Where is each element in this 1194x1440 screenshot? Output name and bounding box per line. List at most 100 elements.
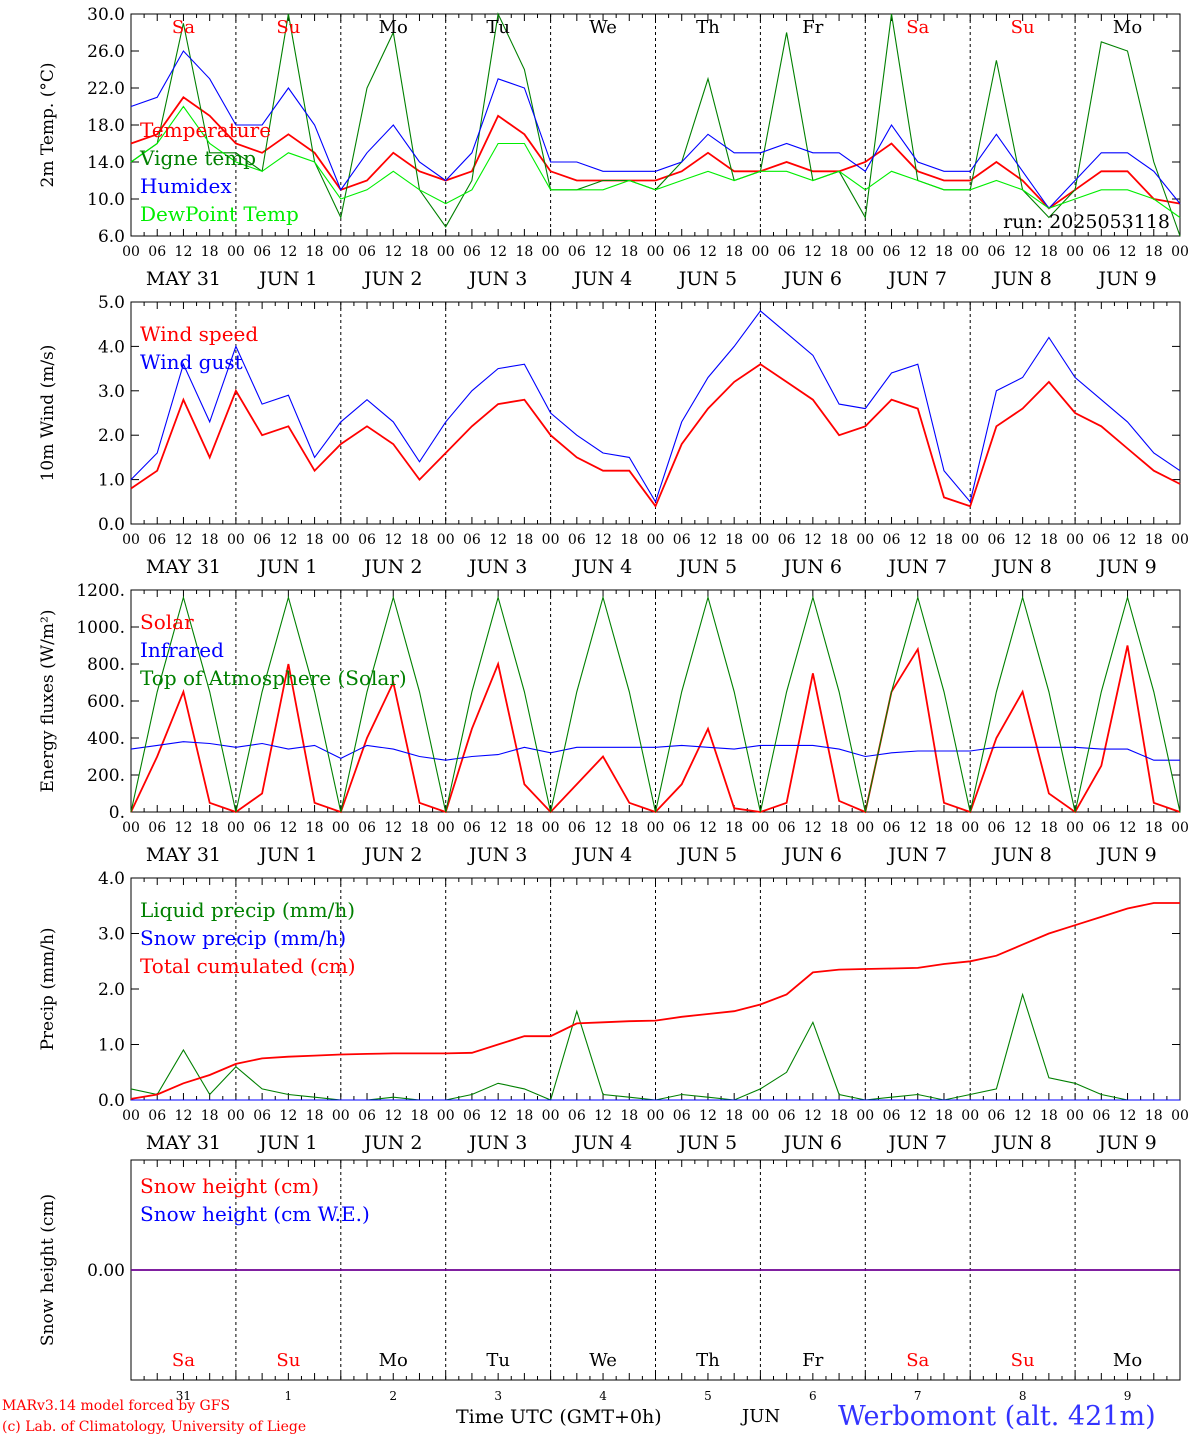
hour-tick-label: 18 (306, 532, 324, 548)
y-tick-label: 400. (87, 729, 125, 749)
hour-tick-label: 18 (515, 820, 533, 836)
day-label: JUN 2 (362, 1132, 422, 1154)
legend-entry: Snow height (cm W.E.) (140, 1202, 370, 1226)
hour-tick-label: 18 (306, 1108, 324, 1124)
series-line-wind-speed (130, 363, 1181, 509)
chart-panel-1: 6.0 10.0 14.0 18.0 22.0 26.0 30.0 2m Temp. (°C)… (38, 5, 1189, 290)
hour-tick-label: 18 (935, 532, 953, 548)
day-label: JUN 6 (782, 268, 842, 290)
y-tick-label: 22.0 (87, 79, 125, 99)
y-tick-label: 18.0 (87, 116, 125, 136)
hour-tick-label: 12 (489, 820, 507, 836)
y-tick-label: 3.0 (98, 382, 125, 402)
y-tick-label: 1.0 (98, 1036, 125, 1056)
hour-tick-label: 06 (673, 244, 691, 260)
hour-tick-label: 00 (961, 244, 979, 260)
day-number-label: 1 (285, 1389, 293, 1403)
hour-tick-label: 18 (411, 820, 429, 836)
hour-tick-label: 12 (804, 820, 822, 836)
day-number-label: 9 (1124, 1389, 1132, 1403)
hour-tick-label: 18 (201, 820, 219, 836)
hour-tick-label: 18 (411, 1108, 429, 1124)
hour-tick-label: 06 (673, 532, 691, 548)
day-number-label: 5 (704, 1389, 712, 1403)
hour-tick-label: 18 (935, 244, 953, 260)
series-line-top-of-atmosphere-solar- (130, 595, 1181, 813)
hour-tick-label: 18 (515, 532, 533, 548)
day-label: MAY 31 (146, 844, 221, 866)
hour-tick-label: 00 (332, 820, 350, 836)
legend-entry: Humidex (140, 174, 232, 198)
legend-entry: Snow height (cm) (140, 1174, 319, 1198)
hour-tick-label: 18 (830, 244, 848, 260)
hour-tick-label: 06 (778, 1108, 796, 1124)
y-tick-label: 1200. (76, 581, 125, 601)
hour-tick-label: 12 (804, 1108, 822, 1124)
day-label: JUN 6 (782, 556, 842, 578)
hour-tick-label: 06 (148, 820, 166, 836)
hour-tick-label: 12 (384, 820, 402, 836)
hour-tick-label: 00 (961, 1108, 979, 1124)
legend-entry: Temperature (140, 118, 271, 142)
hour-tick-label: 12 (175, 1108, 193, 1124)
hour-tick-label: 06 (358, 244, 376, 260)
hour-tick-label: 12 (1014, 1108, 1032, 1124)
hour-tick-label: 18 (725, 244, 743, 260)
hour-tick-label: 18 (830, 820, 848, 836)
hour-tick-label: 12 (594, 820, 612, 836)
chart-panel-4: 0.0 1.0 2.0 3.0 4.0 Precip (mm/h) Liquid preci… (38, 869, 1189, 1154)
hour-tick-label: 06 (568, 244, 586, 260)
hour-tick-label: 00 (751, 532, 769, 548)
hour-tick-label: 12 (1119, 244, 1137, 260)
hour-tick-label: 18 (620, 532, 638, 548)
chart-panel-3: 0. 200. 400. 600. 800. 1000. 1200. Energy fluxe… (38, 581, 1189, 866)
day-label: JUN 9 (1096, 844, 1156, 866)
weekday-label: We (589, 17, 617, 38)
hour-tick-label: 00 (437, 244, 455, 260)
hour-tick-label: 00 (856, 532, 874, 548)
hour-tick-label: 12 (909, 244, 927, 260)
series-line-total-cumulated-cm- (130, 902, 1180, 1100)
hour-tick-label: 00 (1066, 1108, 1084, 1124)
day-label: JUN 2 (362, 268, 422, 290)
hour-tick-label: 18 (411, 532, 429, 548)
lab-credit: (c) Lab. of Climatology, University of L… (2, 1419, 307, 1435)
day-label: JUN 1 (257, 1132, 317, 1154)
hour-tick-label: 00 (227, 820, 245, 836)
hour-tick-label: 06 (988, 532, 1006, 548)
weekday-label: Su (1011, 17, 1035, 38)
hour-tick-label: 00 (1171, 244, 1189, 260)
weekday-label: Th (696, 1350, 720, 1371)
hour-tick-label: 06 (148, 532, 166, 548)
day-label: JUN 5 (677, 844, 737, 866)
station-name: Werbomont (alt. 421m) (838, 1401, 1156, 1432)
hour-tick-label: 12 (1119, 820, 1137, 836)
day-label: JUN 4 (572, 844, 632, 866)
hour-tick-label: 18 (935, 1108, 953, 1124)
hour-tick-label: 06 (463, 820, 481, 836)
time-axis-label: Time UTC (GMT+0h) (456, 1406, 662, 1428)
day-label: JUN 9 (1096, 556, 1156, 578)
y-tick-label: 1000. (76, 618, 125, 638)
hour-tick-label: 18 (515, 1108, 533, 1124)
legend-entry: Vigne temp (139, 146, 256, 170)
hour-tick-label: 12 (699, 1108, 717, 1124)
day-label: JUN 2 (362, 844, 422, 866)
hour-tick-label: 06 (883, 820, 901, 836)
hour-tick-label: 12 (384, 1108, 402, 1124)
y-axis-title: 2m Temp. (°C) (38, 62, 58, 187)
month-label: JUN (742, 1406, 781, 1427)
hour-tick-label: 18 (935, 820, 953, 836)
legend-entry: Solar (140, 610, 194, 634)
hour-tick-label: 06 (778, 820, 796, 836)
run-label: run: 2025053118 (1003, 211, 1170, 233)
hour-tick-label: 00 (961, 532, 979, 548)
day-label: JUN 9 (1096, 1132, 1156, 1154)
hour-tick-label: 00 (332, 1108, 350, 1124)
y-tick-label: 26.0 (87, 42, 125, 62)
day-label: MAY 31 (146, 1132, 221, 1154)
hour-tick-label: 12 (279, 820, 297, 836)
hour-tick-label: 12 (489, 532, 507, 548)
day-number-label: 8 (1019, 1389, 1027, 1403)
day-number-label: 31 (176, 1389, 191, 1403)
